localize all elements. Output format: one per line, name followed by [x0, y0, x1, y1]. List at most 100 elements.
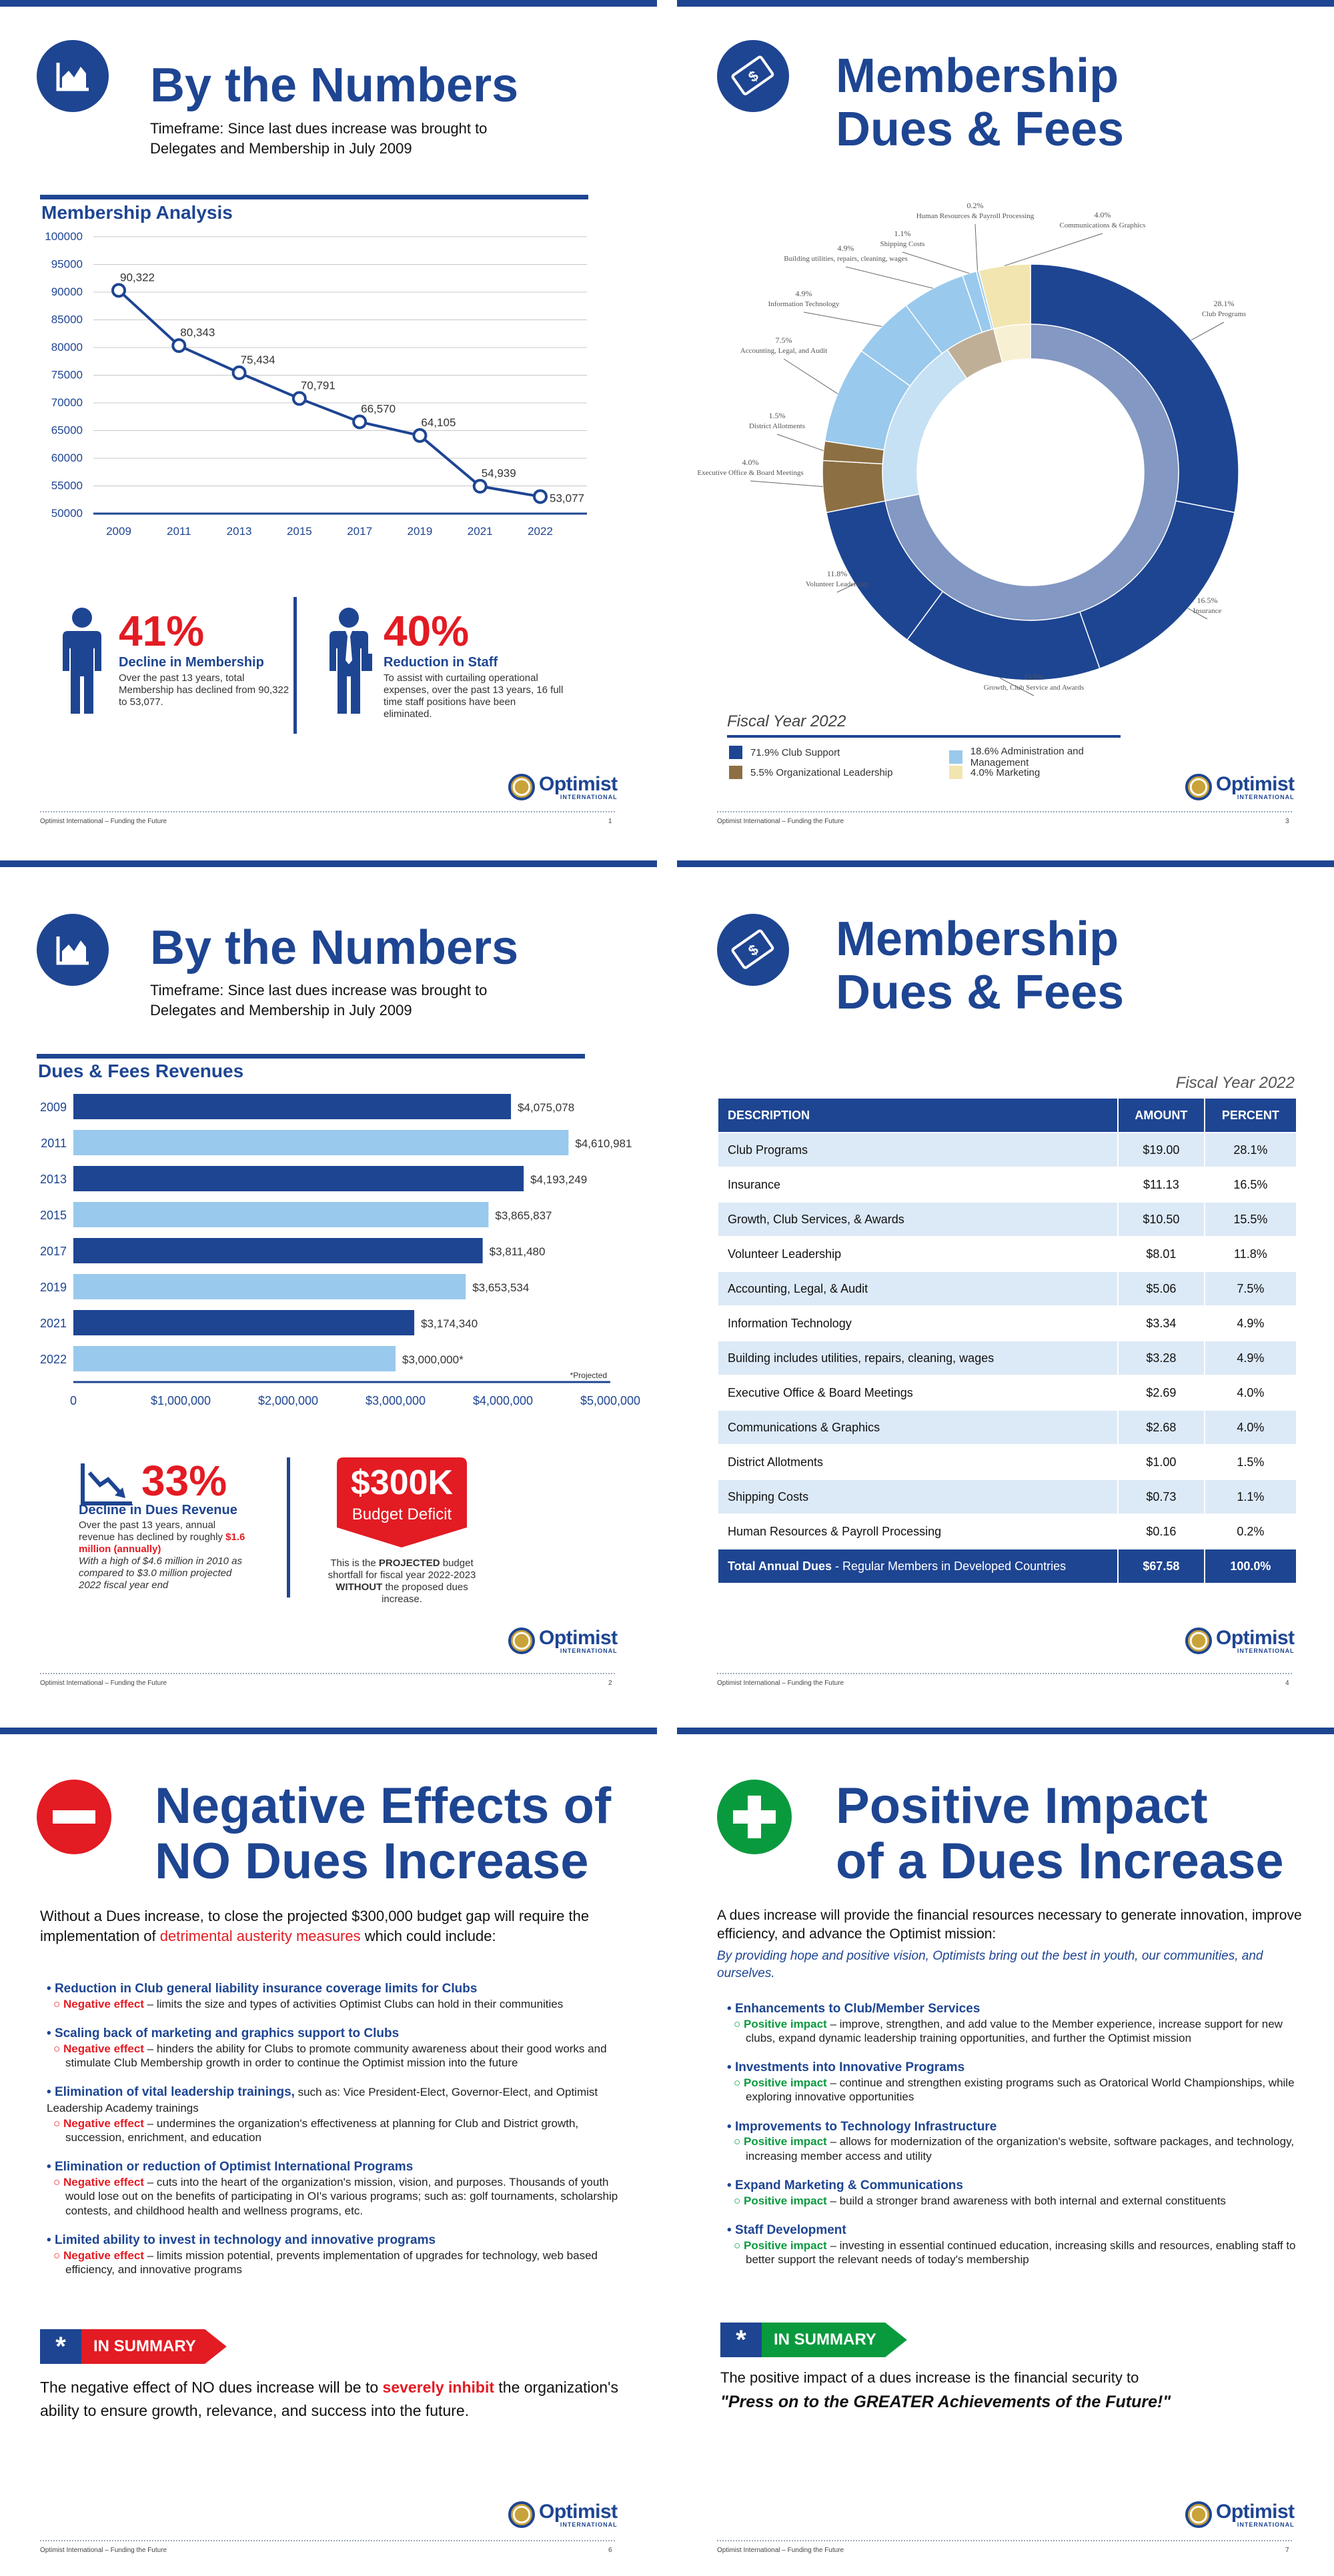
data-label: $3,811,480 — [490, 1245, 546, 1258]
x-tick-label: $5,000,000 — [580, 1394, 640, 1407]
footer-rule — [717, 2540, 1292, 2541]
slide-top-bar — [677, 0, 1334, 7]
slice-percent: 4.9% — [796, 289, 812, 298]
deficit-text-3: the proposed dues increase. — [382, 1581, 468, 1605]
deficit-value: $300K — [350, 1463, 454, 1502]
cell-percent: 15.5% — [1203, 1201, 1298, 1237]
data-label: 70,791 — [301, 379, 336, 392]
dues-table-body: Club Programs $19.00 28.1% Insurance $11.13 1… — [717, 1132, 1298, 1549]
cell-percent: 11.8% — [1203, 1236, 1298, 1272]
chart-icon — [37, 40, 109, 112]
table-row: Executive Office & Board Meetings $2.69 4.… — [717, 1375, 1298, 1411]
sub-bullet-icon: ○ — [53, 2116, 63, 2130]
membership-decline-text: Over the past 13 years, total Membership… — [119, 672, 289, 708]
list-item-heading: • Enhancements to Club/Member Services — [727, 2002, 980, 2016]
fiscal-year-label: Fiscal Year 2022 — [1175, 1074, 1295, 1092]
slide-subtitle: Timeframe: Since last dues increase was … — [150, 982, 488, 1019]
legend-label: 18.6% Administration and Management — [970, 746, 1084, 768]
list-item: • Improvements to Technology Infrastruct… — [727, 2119, 1301, 2163]
logo-subtext: INTERNATIONAL — [1237, 1647, 1295, 1654]
legend-label: 71.9% Club Support — [750, 746, 840, 758]
slice-percent: 15.5% — [1024, 672, 1045, 682]
logo-subtext: INTERNATIONAL — [560, 1647, 618, 1654]
bar — [73, 1130, 569, 1155]
list-item: • Investments into Innovative Programs ○ … — [727, 2060, 1301, 2104]
cell-description: District Allotments — [717, 1444, 1119, 1480]
data-point — [111, 283, 126, 298]
slide-title-line-2: of a Dues Increase — [836, 1833, 1284, 1890]
effect-text: – allows for modernization of the organi… — [746, 2135, 1295, 2162]
optimist-logo: Optimist INTERNATIONAL — [1185, 2501, 1295, 2528]
total-percent: 100.0% — [1203, 1548, 1298, 1584]
money-icon: $ — [717, 40, 789, 112]
footer-text: Optimist International – Funding the Fut… — [40, 2547, 167, 2554]
summary-text-1: The negative effect of NO dues increase … — [40, 2379, 379, 2396]
cell-percent: 28.1% — [1203, 1132, 1298, 1168]
cell-description: Club Programs — [717, 1132, 1119, 1168]
slice-percent: 0.2% — [967, 201, 984, 210]
footer-rule — [717, 811, 1292, 812]
list-item-effect: ○ Negative effect – limits mission poten… — [47, 2248, 620, 2277]
cell-amount: $5.06 — [1117, 1271, 1205, 1307]
data-point — [352, 414, 368, 430]
y-tick-label: 70000 — [51, 396, 83, 409]
legend-item: 71.9% Club Support — [729, 746, 840, 759]
slide-2: By the Numbers Timeframe: Since last due… — [0, 860, 657, 1701]
cell-percent: 4.9% — [1203, 1340, 1298, 1376]
x-tick-label: 2009 — [106, 525, 131, 538]
slide-title-line-2: Dues & Fees — [836, 103, 1125, 156]
column-header-percent: PERCENT — [1203, 1097, 1298, 1133]
effect-text: – build a stronger brand awareness with … — [826, 2194, 1226, 2207]
deficit-text: This is the PROJECTED budget shortfall f… — [327, 1557, 477, 1605]
cell-percent: 0.2% — [1203, 1513, 1298, 1549]
y-tick-label: 75000 — [51, 369, 83, 382]
slice-name: Volunteer Leadership — [806, 580, 869, 588]
optimist-logo: Optimist INTERNATIONAL — [508, 1628, 618, 1654]
slice-name: Accounting, Legal, and Audit — [740, 347, 827, 355]
logo-emblem — [508, 1628, 535, 1654]
total-label-rest: - Regular Members in Developed Countries — [832, 1559, 1067, 1573]
fiscal-year-label: Fiscal Year 2022 — [727, 712, 846, 730]
x-tick-label: $2,000,000 — [258, 1394, 318, 1407]
slice-name: Information Technology — [768, 300, 840, 308]
sub-bullet-icon: ○ — [734, 2017, 744, 2030]
list-item-heading: • Investments into Innovative Programs — [727, 2060, 965, 2075]
section-rule — [40, 195, 588, 199]
list-item-heading-text: Expand Marketing & Communications — [734, 2178, 963, 2192]
bar — [73, 1202, 489, 1227]
slide-subtitle: Timeframe: Since last dues increase was … — [150, 120, 488, 157]
intro-text-red: detrimental austerity measures — [159, 1927, 361, 1944]
leader-line — [836, 583, 855, 593]
slice-percent: 16.5% — [1197, 596, 1218, 605]
y-tick-label: 2009 — [40, 1101, 67, 1114]
leader-line — [776, 434, 824, 452]
logo-text: Optimist — [1216, 1626, 1295, 1649]
cell-description: Building includes utilities, repairs, cl… — [717, 1340, 1119, 1376]
y-tick-label: 55000 — [51, 480, 83, 492]
slice-name: Growth, Club Service and Awards — [984, 684, 1084, 692]
x-tick-label: 0 — [70, 1394, 77, 1407]
list-item-heading-text: Investments into Innovative Programs — [734, 2060, 965, 2075]
series-line — [117, 289, 541, 498]
star-icon: * — [40, 2329, 81, 2364]
list-item-effect: ○ Negative effect – limits the size and … — [47, 1997, 620, 2011]
projected-note: *Projected — [570, 1371, 607, 1380]
legend-swatch — [729, 746, 742, 759]
summary-label: IN SUMMARY — [762, 2323, 907, 2357]
sub-bullet-icon: ○ — [53, 2176, 63, 2188]
x-tick-label: 2011 — [167, 525, 191, 538]
y-tick-label: 2017 — [40, 1245, 67, 1258]
y-tick-label: 80000 — [51, 341, 83, 354]
logo-text: Optimist — [1216, 2500, 1295, 2523]
y-tick-label: 2019 — [40, 1281, 67, 1294]
y-tick-label: 50000 — [51, 507, 83, 520]
y-tick-label: 2022 — [40, 1353, 67, 1366]
data-label: $3,865,837 — [495, 1209, 552, 1222]
summary-quote: "Press on to the GREATER Achievements of… — [720, 2393, 1171, 2411]
x-tick-label: 2013 — [227, 525, 252, 538]
cell-description: Shipping Costs — [717, 1479, 1119, 1515]
divider — [293, 597, 297, 734]
list-item-heading-text: Staff Development — [734, 2222, 846, 2237]
legend-label: 5.5% Organizational Leadership — [750, 766, 893, 778]
data-label: 75,434 — [241, 354, 275, 366]
